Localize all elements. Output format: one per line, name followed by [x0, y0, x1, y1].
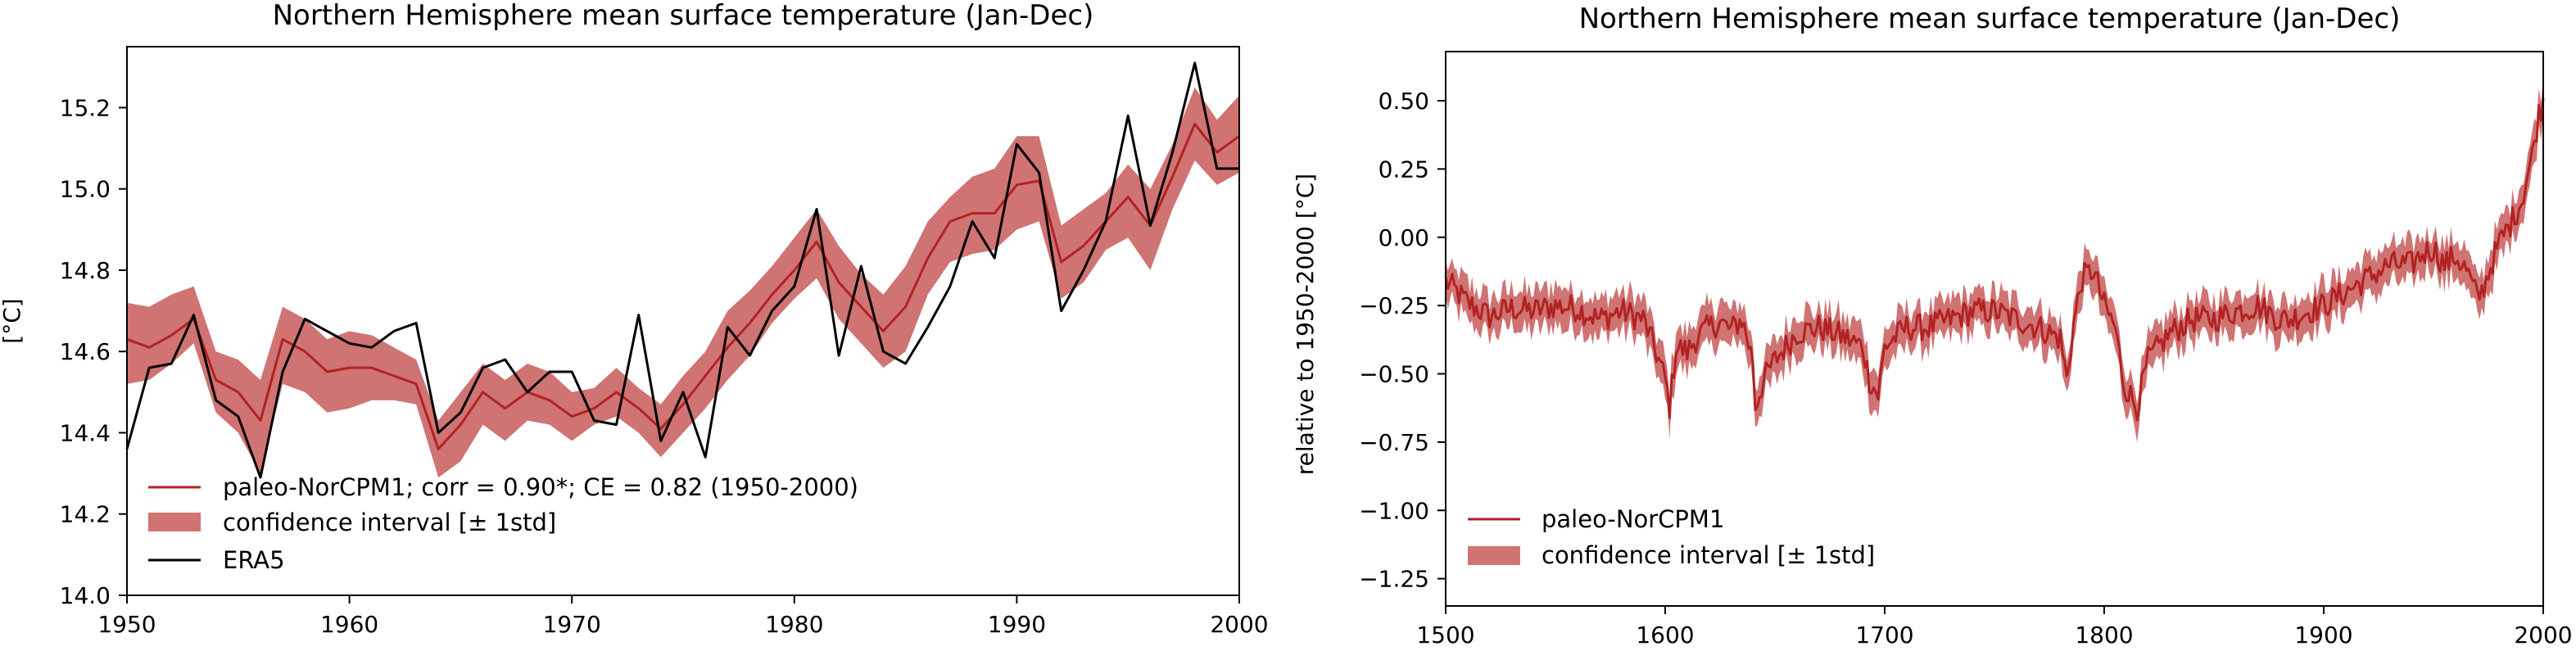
- y-tick-label: −0.25: [1359, 292, 1429, 319]
- y-tick-label: 14.0: [60, 582, 111, 609]
- y-axis-left: 14.0 14.2 14.4 14.6 14.8 15.0 15.2: [60, 94, 127, 609]
- chart-panel-right: Northern Hemisphere mean surface tempera…: [1292, 2, 2573, 649]
- x-tick-label: 1970: [543, 611, 601, 638]
- legend-swatch-confidence-band: [148, 513, 201, 531]
- legend-label-confidence: confidence interval [± 1std]: [1542, 541, 1875, 569]
- x-tick-label: 2000: [1210, 611, 1268, 638]
- x-axis-right: 1500 1600 1700 1800 1900 2000: [1416, 606, 2573, 649]
- x-tick-label: 1800: [2075, 622, 2133, 649]
- legend-label-era5: ERA5: [223, 546, 285, 574]
- era5-line: [125, 61, 1239, 479]
- paleo-norcpm1-line: [126, 122, 1240, 450]
- paleo-norcpm1-line: [1444, 97, 2545, 422]
- y-tick-label: −0.50: [1359, 361, 1429, 388]
- confidence-band: [127, 87, 1239, 478]
- y-axis-label-right: relative to 1950-2000 [°C]: [1292, 174, 1319, 475]
- y-tick-label: −0.75: [1359, 429, 1429, 456]
- y-tick-label: 14.4: [60, 419, 111, 446]
- y-axis-right: −1.25 −1.00 −0.75 −0.50 −0.25 0.00 0.25 0.50: [1359, 88, 1446, 593]
- x-tick-label: 2000: [2514, 622, 2572, 649]
- legend-label-paleo: paleo-NorCPM1: [1542, 505, 1724, 533]
- legend-swatch-confidence-band: [1468, 546, 1520, 565]
- chart-title-left: Northern Hemisphere mean surface tempera…: [273, 0, 1094, 32]
- y-tick-label: 15.0: [60, 176, 111, 203]
- series-line-layer-right: [1444, 97, 2545, 422]
- y-axis-label-left: [°C]: [0, 298, 25, 343]
- legend-label-paleo: paleo-NorCPM1; corr = 0.90*; CE = 0.82 (…: [223, 473, 858, 501]
- series-line-layer-left: [125, 61, 1240, 479]
- x-axis-left: 1950 1960 1970 1980 1990 2000: [97, 595, 1269, 638]
- x-tick-label: 1950: [97, 611, 156, 638]
- x-tick-label: 1980: [765, 611, 823, 638]
- legend-left: paleo-NorCPM1; corr = 0.90*; CE = 0.82 (…: [148, 473, 858, 574]
- y-tick-label: 14.6: [60, 338, 111, 365]
- confidence-band-layer-right: [1446, 76, 2543, 443]
- confidence-band-layer-left: [127, 87, 1239, 478]
- y-tick-label: 15.2: [60, 94, 111, 121]
- y-tick-label: 0.50: [1379, 88, 1429, 115]
- legend-right: paleo-NorCPM1 confidence interval [± 1st…: [1468, 505, 1875, 569]
- y-tick-label: 0.25: [1379, 156, 1429, 183]
- y-tick-label: 0.00: [1379, 224, 1429, 251]
- plot-frame-right: [1445, 51, 2544, 607]
- y-tick-label: −1.00: [1359, 497, 1429, 524]
- legend-label-confidence: confidence interval [± 1std]: [223, 509, 556, 536]
- y-tick-label: 14.8: [60, 257, 111, 284]
- plot-frame-left: [126, 46, 1240, 596]
- x-tick-label: 1990: [988, 611, 1046, 638]
- x-tick-label: 1700: [1855, 622, 1913, 649]
- y-tick-label: −1.25: [1359, 566, 1429, 593]
- chart-title-right: Northern Hemisphere mean surface tempera…: [1579, 2, 2401, 35]
- x-tick-label: 1600: [1636, 622, 1694, 649]
- chart-panel-left: Northern Hemisphere mean surface tempera…: [0, 0, 1269, 638]
- confidence-band: [1446, 76, 2543, 443]
- x-tick-label: 1900: [2294, 622, 2352, 649]
- x-tick-label: 1500: [1416, 622, 1474, 649]
- y-tick-label: 14.2: [60, 501, 111, 528]
- x-tick-label: 1960: [320, 611, 378, 638]
